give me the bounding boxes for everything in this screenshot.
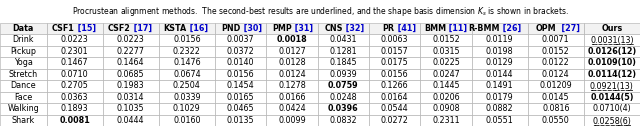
Text: [17]: [17] <box>131 24 152 33</box>
Text: CSF1: CSF1 <box>52 24 75 33</box>
Text: [30]: [30] <box>241 24 262 33</box>
Text: [26]: [26] <box>500 24 521 33</box>
Text: [11]: [11] <box>446 24 467 33</box>
Text: Procrustean alignment methods.  The second-best results are underlined, and the : Procrustean alignment methods. The secon… <box>72 5 568 18</box>
Text: [15]: [15] <box>75 24 96 33</box>
Text: [31]: [31] <box>292 24 313 33</box>
Text: R-BMM: R-BMM <box>468 24 500 33</box>
Text: PND: PND <box>221 24 241 33</box>
Text: CNS: CNS <box>324 24 343 33</box>
Text: [16]: [16] <box>187 24 208 33</box>
Text: [41]: [41] <box>395 24 416 33</box>
Text: PMP: PMP <box>272 24 292 33</box>
Text: OPM: OPM <box>535 24 556 33</box>
Text: BMM: BMM <box>424 24 446 33</box>
Text: CSF2: CSF2 <box>108 24 131 33</box>
Text: [32]: [32] <box>343 24 365 33</box>
Text: [27]: [27] <box>556 24 580 33</box>
Text: PR: PR <box>383 24 395 33</box>
Text: KSTA: KSTA <box>164 24 187 33</box>
